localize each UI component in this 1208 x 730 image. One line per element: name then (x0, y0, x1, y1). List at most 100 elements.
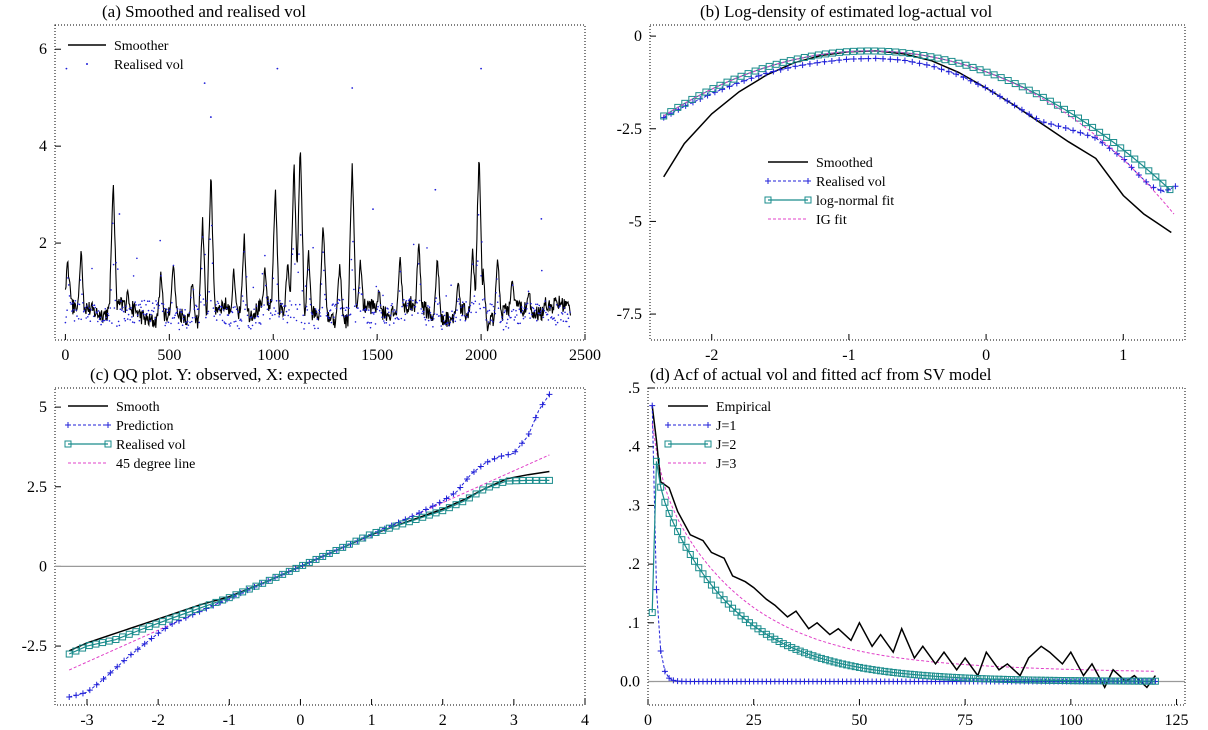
realised-vol-dot (140, 306, 142, 309)
realised-vol-dot (92, 315, 95, 318)
series-log-normal-fit-marker (828, 49, 836, 57)
realised-vol-dot (131, 321, 134, 323)
realised-vol-dot (539, 312, 541, 315)
series-j-2-marker (965, 674, 973, 682)
series-j-2-marker (682, 543, 690, 551)
series-j-2-marker (957, 674, 965, 682)
realised-vol-dot (562, 320, 565, 323)
realised-vol-dot (142, 313, 145, 315)
realised-vol-dot (452, 319, 454, 321)
realised-vol-dot (465, 301, 467, 303)
realised-vol-dot (242, 300, 245, 302)
realised-vol-dot (432, 326, 434, 328)
realised-vol-dot (141, 300, 143, 302)
series-realised-vol-marker (299, 561, 307, 569)
series-realised-vol-marker (1128, 164, 1135, 171)
realised-vol-dot (476, 264, 478, 267)
realised-vol-dot (426, 247, 428, 249)
realised-vol-dot (161, 302, 163, 305)
realised-vol-dot (369, 326, 372, 329)
realised-vol-dot (500, 320, 502, 323)
realised-vol-dot (243, 251, 245, 253)
legend-label: Smoothed (816, 156, 873, 171)
realised-vol-dot (171, 301, 173, 304)
realised-vol-dot (485, 319, 487, 321)
series-j-2-marker (1109, 677, 1117, 685)
series-realised-vol-marker (72, 647, 80, 655)
realised-vol-dot (430, 318, 433, 321)
series-realised-vol-marker (132, 628, 140, 636)
realised-vol-dot (395, 311, 398, 313)
realised-vol-dot (244, 308, 246, 311)
series-j-2-marker (724, 600, 732, 608)
series-prediction-marker (66, 694, 73, 701)
realised-vol-dot (345, 306, 348, 309)
realised-vol-dot (144, 314, 146, 316)
series-log-normal-fit-marker (758, 65, 766, 73)
series-realised-vol-marker (492, 481, 500, 489)
realised-vol-dot (219, 314, 221, 316)
series-realised-vol-marker (711, 89, 718, 96)
realised-vol-dot (388, 324, 391, 326)
realised-vol-dot (71, 310, 73, 312)
realised-vol-dot (484, 306, 487, 309)
realised-vol-dot (447, 324, 450, 327)
series-smoothed-line (663, 50, 1172, 234)
realised-vol-dot (401, 305, 403, 308)
legend-marker (804, 196, 812, 204)
series-realised-vol-marker (259, 579, 267, 587)
realised-vol-dot (287, 314, 290, 317)
y-tick-label: 0 (634, 28, 642, 45)
realised-vol-dot (526, 308, 528, 310)
series-log-normal-fit-marker (1166, 186, 1174, 194)
realised-vol-dot (424, 318, 427, 321)
realised-vol-dot (169, 308, 171, 311)
series-prediction-marker (546, 391, 553, 398)
series-realised-vol-marker (165, 615, 173, 623)
series-j-2-marker (1058, 677, 1066, 685)
realised-vol-dot (493, 309, 496, 312)
series-j-2-marker (936, 673, 944, 681)
legend-label: Empirical (716, 400, 771, 415)
y-tick-label: 0 (39, 558, 47, 575)
realised-vol-dot (85, 317, 87, 319)
realised-vol-dot (245, 304, 247, 306)
series-realised-vol-marker (472, 490, 480, 498)
series-j-2-marker (788, 644, 796, 652)
realised-vol-dot (251, 324, 254, 327)
series-realised-vol-marker (379, 526, 387, 534)
y-tick-label: -5 (629, 213, 642, 230)
realised-vol-dot (283, 305, 285, 308)
realised-vol-dot (362, 309, 364, 311)
realised-vol-dot (111, 322, 113, 324)
realised-vol-dot (132, 275, 135, 277)
series-log-normal-fit-marker (934, 54, 942, 62)
series-log-normal-fit-marker (1067, 110, 1075, 118)
series-prediction-marker (127, 651, 134, 658)
panel-d-title: (d) Acf of actual vol and fitted acf fro… (650, 365, 992, 384)
realised-vol-dot (425, 324, 428, 326)
series-j-2-marker (915, 671, 923, 679)
series-realised-vol-marker (425, 511, 433, 519)
realised-vol-dot (199, 294, 201, 296)
realised-vol-dot (511, 284, 514, 287)
realised-vol-dot (291, 253, 294, 255)
series-realised-vol-marker (799, 62, 806, 69)
series-prediction-marker (73, 692, 80, 699)
realised-vol-dot (78, 303, 81, 306)
realised-vol-dot (544, 300, 546, 302)
realised-vol-dot (340, 307, 343, 309)
series-realised-vol-marker (872, 55, 879, 62)
series-log-normal-fit-marker (730, 75, 738, 83)
series-j-2-marker (674, 528, 682, 536)
realised-vol-dot (65, 67, 68, 70)
series-realised-vol-marker (365, 531, 373, 539)
realised-vol-dot (383, 320, 385, 322)
realised-vol-dot (335, 307, 338, 310)
realised-vol-dot (561, 313, 564, 315)
realised-vol-dot (303, 328, 305, 330)
series-realised-vol-marker (65, 650, 73, 658)
series-log-normal-fit-marker (983, 68, 991, 76)
realised-vol-dot (338, 299, 341, 302)
realised-vol-dot (97, 320, 99, 323)
